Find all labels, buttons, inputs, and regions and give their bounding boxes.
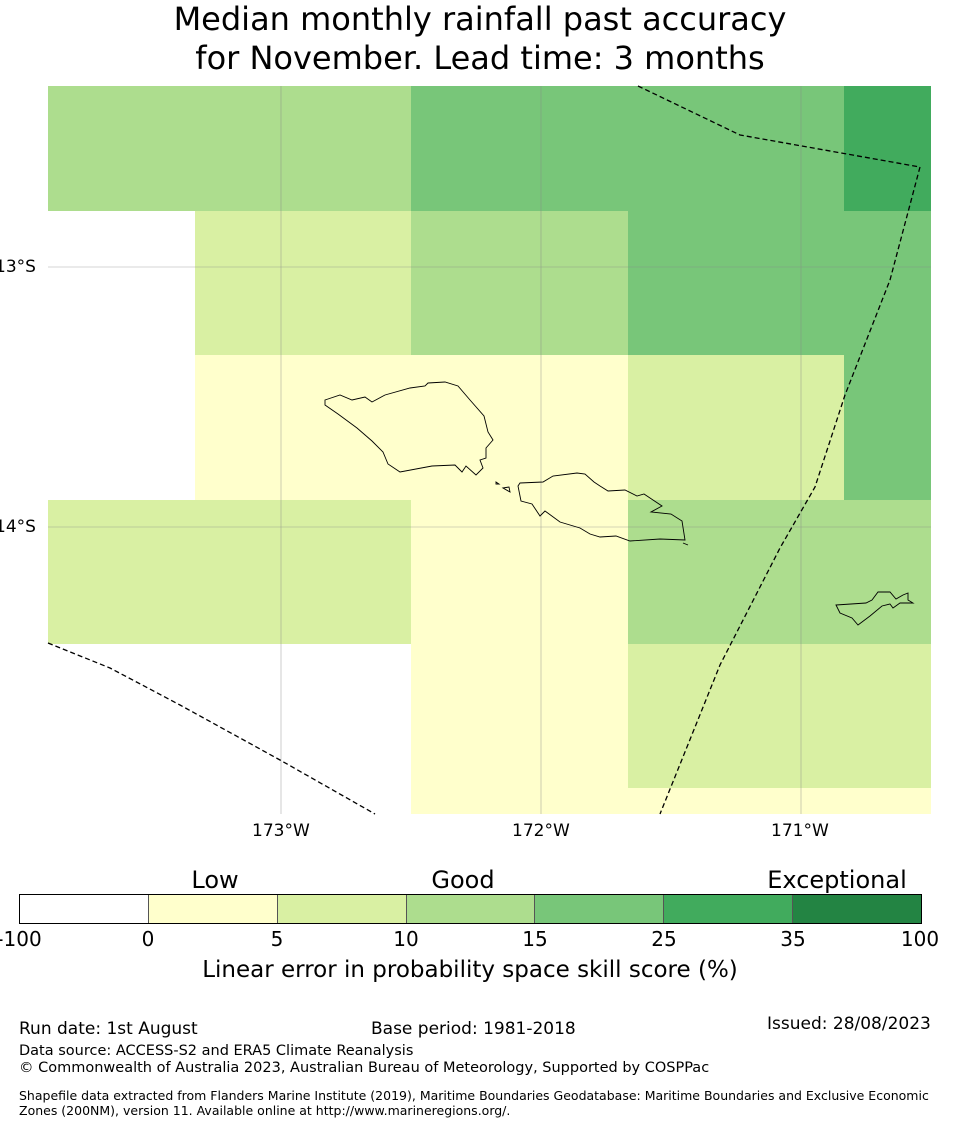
- data-source: Data source: ACCESS-S2 and ERA5 Climate …: [19, 1043, 414, 1059]
- colorbar-segment: [535, 895, 665, 923]
- colorbar-tick: 100: [900, 927, 940, 951]
- skill-map: [47, 85, 931, 815]
- grid-cell: [844, 86, 931, 211]
- title-line-1: Median monthly rainfall past accuracy: [173, 0, 787, 38]
- grid-cell: [411, 500, 628, 644]
- shapefile-credit: Shapefile data extracted from Flanders M…: [19, 1088, 929, 1118]
- tail-stroke: [682, 542, 689, 546]
- colorbar-tick: 35: [780, 927, 806, 951]
- grid-cell: [844, 355, 931, 500]
- grid-cell: [411, 788, 931, 814]
- colorbar-tick: 0: [141, 927, 155, 951]
- grid-cell: [411, 211, 628, 355]
- colorbar-tick: -100: [0, 927, 42, 951]
- legend-category-exceptional: Exceptional: [767, 866, 907, 894]
- colorbar: [19, 894, 922, 924]
- grid-cell: [48, 500, 411, 644]
- colorbar-segment: [148, 895, 278, 923]
- lon-label-173w: 173°W: [252, 821, 310, 841]
- grid-cell: [628, 500, 931, 644]
- colorbar-tick: 25: [651, 927, 677, 951]
- legend-category-low: Low: [191, 866, 239, 894]
- colorbar-segment: [20, 895, 149, 923]
- copyright: © Commonwealth of Australia 2023, Austra…: [19, 1060, 710, 1076]
- grid-cell: [195, 211, 411, 355]
- colorbar-tick: 5: [270, 927, 284, 951]
- apolima-island: [501, 486, 511, 493]
- eez-boundary: [47, 85, 921, 815]
- grid-cell: [411, 644, 628, 788]
- lat-label-14s: 14°S: [0, 517, 36, 537]
- graticule: [48, 86, 931, 814]
- colorbar-segment: [406, 895, 536, 923]
- lat-label-13s: 13°S: [0, 257, 36, 277]
- colorbar-tick: 15: [522, 927, 548, 951]
- tutuila-island: [835, 591, 915, 626]
- manono-island: [495, 481, 501, 485]
- title-line-2: for November. Lead time: 3 months: [195, 39, 765, 77]
- grid-cell: [411, 86, 844, 211]
- run-date: Run date: 1st August: [19, 1019, 198, 1039]
- grid-cell: [628, 355, 844, 500]
- savaii-island: [324, 381, 494, 476]
- colorbar-segment: [277, 895, 407, 923]
- colorbar-segment: [664, 895, 794, 923]
- grid-cell: [628, 211, 931, 355]
- base-period: Base period: 1981-2018: [371, 1019, 576, 1039]
- upolu-island: [517, 472, 686, 542]
- chart-title: Median monthly rainfall past accuracy fo…: [0, 0, 960, 78]
- colorbar-title: Linear error in probability space skill …: [202, 957, 738, 983]
- lon-label-172w: 172°W: [512, 821, 570, 841]
- grid-cell: [195, 355, 628, 500]
- grid-cell: [628, 644, 931, 788]
- skill-grid: [48, 86, 931, 814]
- grid-cell: [48, 86, 411, 211]
- island-outlines: [324, 381, 915, 626]
- colorbar-segment: [793, 895, 922, 923]
- legend-category-good: Good: [431, 866, 495, 894]
- colorbar-tick: 10: [393, 927, 419, 951]
- lon-label-171w: 171°W: [771, 821, 829, 841]
- issued-date: Issued: 28/08/2023: [767, 1014, 931, 1034]
